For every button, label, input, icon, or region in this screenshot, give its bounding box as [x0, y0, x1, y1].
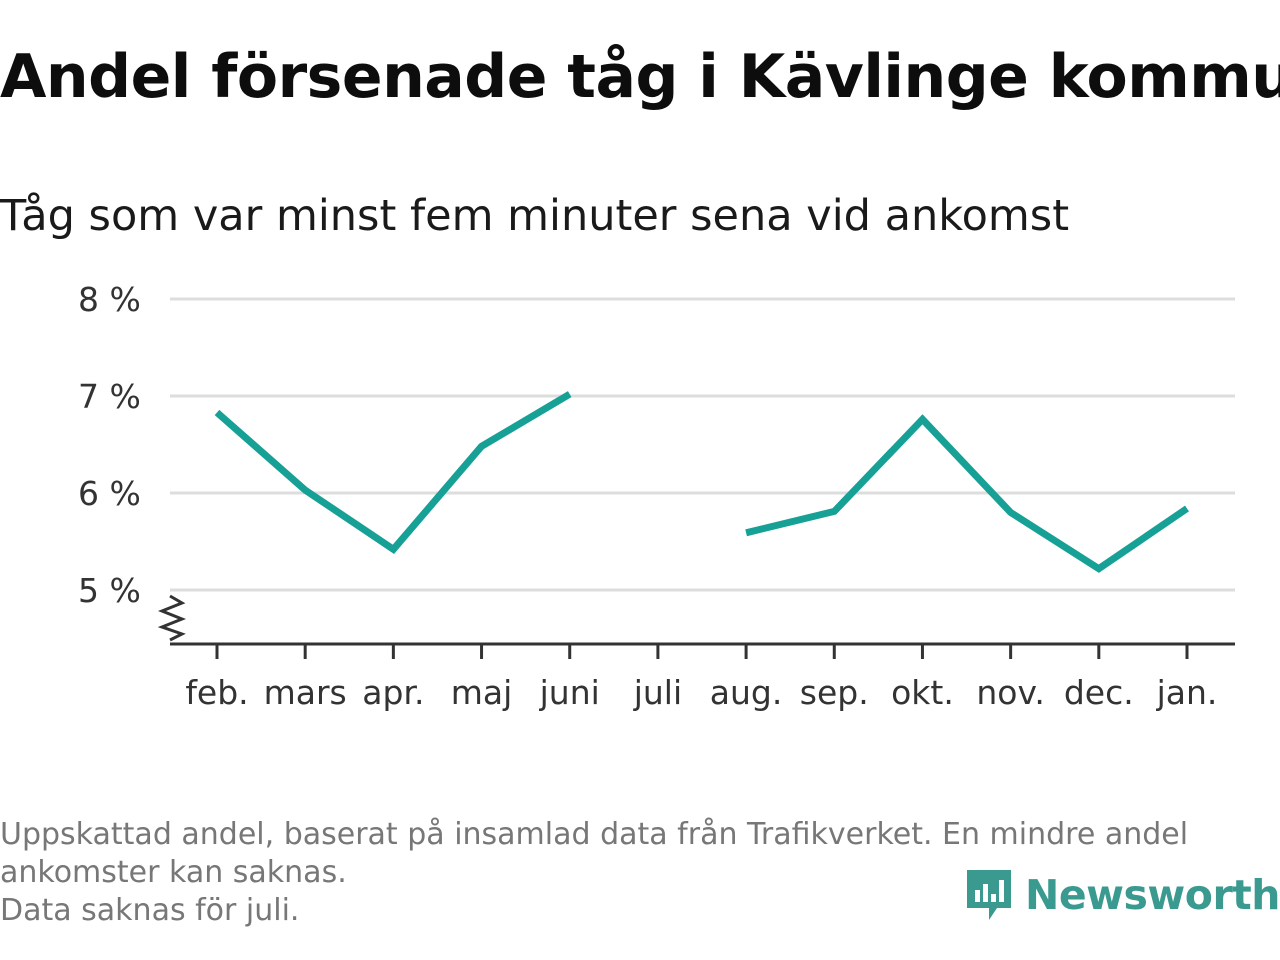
brand-name: Newsworthy: [1025, 871, 1280, 919]
x-tick-label: nov.: [976, 673, 1045, 712]
newsworthy-logo-icon: [967, 870, 1011, 920]
x-tick-label: juli: [633, 673, 682, 712]
gridlines: [170, 297, 1235, 592]
y-axis-ticks: 5 % 6 % 7 % 8 %: [78, 280, 141, 610]
footer-line-1: Uppskattad andel, baserat på insamlad da…: [0, 817, 1189, 852]
x-tick-label: okt.: [891, 673, 954, 712]
footer-note: Uppskattad andel, baserat på insamlad da…: [0, 816, 1270, 930]
footer-line-3: Data saknas för juli.: [0, 893, 300, 928]
x-tick-label: feb.: [185, 673, 248, 712]
x-axis-ticks: feb. mars apr. maj juni juli aug. sep. okt. nov. d…: [185, 644, 1217, 712]
x-tick-label: sep.: [800, 673, 869, 712]
x-tick-label: juni: [539, 673, 600, 712]
x-tick-label: apr.: [362, 673, 424, 712]
x-tick-label: jan.: [1156, 673, 1218, 712]
x-tick-label: aug.: [710, 673, 783, 712]
y-tick-label: 5 %: [78, 571, 141, 610]
series-line: [745, 414, 1189, 573]
newsworthy-logo[interactable]: Newsworthy: [963, 862, 1280, 928]
footer-line-2: ankomster kan saknas.: [0, 855, 347, 890]
y-tick-label: 6 %: [78, 474, 141, 513]
axis-break-symbol: [157, 594, 187, 642]
x-axis: [157, 594, 1235, 646]
y-tick-label: 8 %: [78, 280, 141, 319]
chart-subtitle: Tåg som var minst fem minuter sena vid a…: [0, 191, 1070, 241]
series-lines: [214, 391, 1189, 573]
series-line: [214, 391, 572, 554]
line-chart: 5 % 6 % 7 % 8 % feb. mars apr. maj juni juli aug.…: [78, 280, 1235, 712]
x-tick-label: maj: [451, 673, 513, 712]
y-tick-label: 7 %: [78, 377, 141, 416]
chart-title: Andel försenade tåg i Kävlinge kommun: [0, 42, 1280, 112]
x-tick-label: dec.: [1064, 673, 1134, 712]
x-tick-label: mars: [264, 673, 347, 712]
